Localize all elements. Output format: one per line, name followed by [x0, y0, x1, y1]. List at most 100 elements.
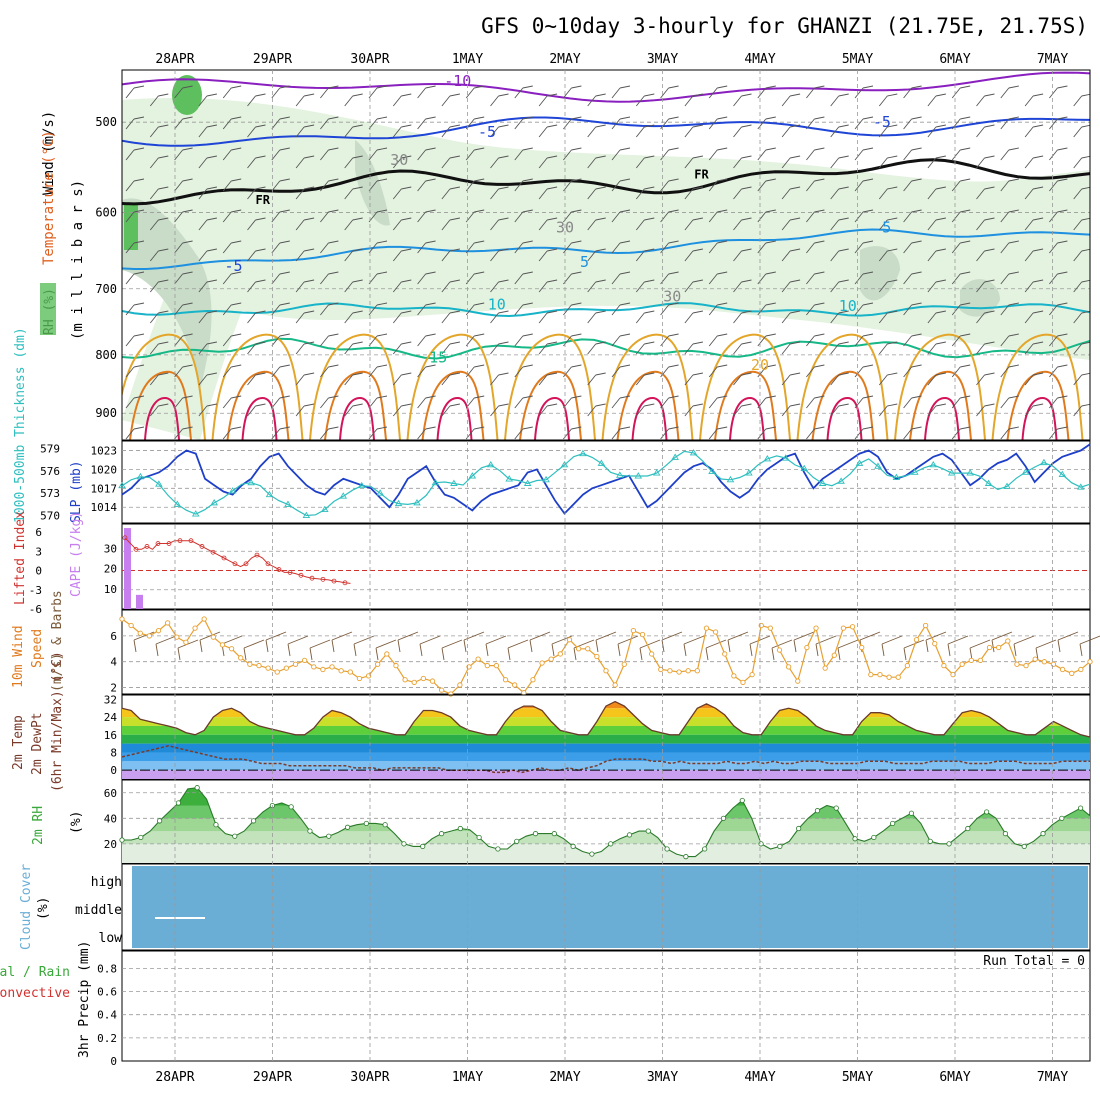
thickness-marker	[321, 505, 329, 513]
wind-barb	[903, 178, 922, 192]
wind-barb	[1049, 147, 1068, 161]
wind10-marker	[210, 634, 216, 640]
wind-barb	[684, 93, 703, 107]
wind-barb	[660, 85, 679, 99]
rh-marker	[138, 834, 144, 841]
wind-barb	[490, 124, 509, 138]
wind-barb	[490, 155, 509, 169]
wind-barb	[247, 341, 266, 355]
wind-barb	[222, 178, 242, 192]
li-marker	[166, 541, 172, 546]
wind10-marker	[694, 668, 700, 674]
wind-barb	[660, 209, 679, 223]
wind-barb-10m	[639, 639, 661, 661]
wind-barb	[757, 209, 776, 223]
wind-barb	[684, 372, 703, 386]
wind10-marker	[868, 671, 874, 678]
rh2m-panel: 20 40 60	[104, 779, 1091, 864]
temp-band	[122, 761, 1090, 771]
wind-barb	[417, 240, 436, 254]
rh-marker	[156, 818, 163, 824]
wind-barb	[441, 186, 460, 200]
wind-barb	[757, 395, 776, 409]
wind-barb	[806, 85, 825, 99]
wind10-marker	[128, 622, 134, 629]
wind-barb	[271, 395, 290, 409]
y-tick-label: -6	[29, 603, 42, 616]
wind-barb	[271, 302, 290, 316]
contour-label: 10	[488, 296, 506, 314]
contour-label: 5	[882, 219, 891, 237]
wind-barb	[514, 209, 533, 223]
wind-barb	[733, 341, 752, 355]
wind-barb-10m	[727, 631, 749, 653]
contour-temp-20	[894, 333, 986, 440]
contour-label: 30	[663, 287, 681, 305]
wind10-marker	[301, 657, 308, 664]
wind-barb-10m	[155, 635, 177, 657]
wind-barb-10m	[705, 639, 727, 661]
wind-barb	[247, 279, 266, 293]
wind-barb	[392, 124, 412, 138]
thickness-marker	[155, 480, 163, 487]
wind-barb	[587, 217, 606, 231]
date-label: 2MAY	[549, 1070, 580, 1085]
wind-barb-10m	[793, 631, 815, 653]
wind-barb	[247, 155, 266, 169]
wind-barb	[854, 178, 874, 192]
wind-barb	[465, 85, 485, 99]
wind-barb-10m	[595, 631, 617, 653]
ylabel-temp: (6hr Min/Max) (°C)	[50, 651, 65, 792]
ylabel-rh2m: 2m RH	[31, 806, 46, 845]
wind10-marker	[119, 616, 125, 622]
date-label: 3MAY	[647, 1070, 678, 1085]
rh-marker	[927, 838, 933, 844]
wind-barb	[1024, 341, 1044, 355]
contour-temp-20	[122, 333, 206, 440]
slp-thickness-panel: 570 573 576 579 1014 1017 1020 1023	[40, 440, 1091, 524]
y-tick-label: 600	[95, 205, 117, 219]
wind-barb	[1073, 124, 1090, 138]
wind-barb-10m	[287, 635, 309, 657]
wind-barb	[927, 341, 946, 355]
li-marker	[331, 578, 337, 584]
li-marker	[254, 552, 260, 558]
wind-barb	[878, 248, 898, 262]
wind-barb	[490, 341, 509, 355]
wind-barb	[757, 302, 776, 316]
wind-barb	[490, 279, 509, 293]
y-tick-label: 2	[110, 682, 117, 695]
wind10-marker	[795, 678, 801, 684]
wind10-marker	[621, 661, 627, 667]
wind10-marker	[722, 651, 728, 657]
date-label: 5MAY	[842, 52, 873, 67]
wind-barb	[1049, 426, 1068, 440]
wind-barb	[344, 217, 363, 231]
rh-marker	[213, 822, 219, 828]
wind10-marker	[977, 657, 984, 664]
wind10-marker	[594, 653, 600, 660]
wind-barb	[708, 395, 728, 409]
wind-barb	[1024, 124, 1044, 138]
wind-barb	[927, 217, 946, 231]
wind-barb	[441, 93, 460, 107]
rh-marker	[852, 836, 858, 842]
wind10-marker	[502, 677, 509, 683]
wind-barb	[878, 341, 898, 355]
wind-barb	[587, 310, 606, 324]
wind-barb	[320, 426, 339, 440]
contour-temp-25	[811, 370, 875, 440]
thickness-marker	[1058, 470, 1067, 477]
wind10-marker	[329, 664, 335, 670]
wind-barb	[514, 426, 533, 440]
thickness-marker	[247, 478, 255, 486]
wind-barb	[830, 217, 849, 231]
wind-barb	[514, 302, 533, 316]
contour-temp-30	[1021, 396, 1058, 440]
wind-barb	[563, 147, 582, 161]
panel-frame	[121, 609, 1091, 695]
wind-barb	[757, 240, 776, 254]
y-tick-label: 0	[110, 1055, 117, 1068]
wind-barb	[174, 333, 193, 347]
